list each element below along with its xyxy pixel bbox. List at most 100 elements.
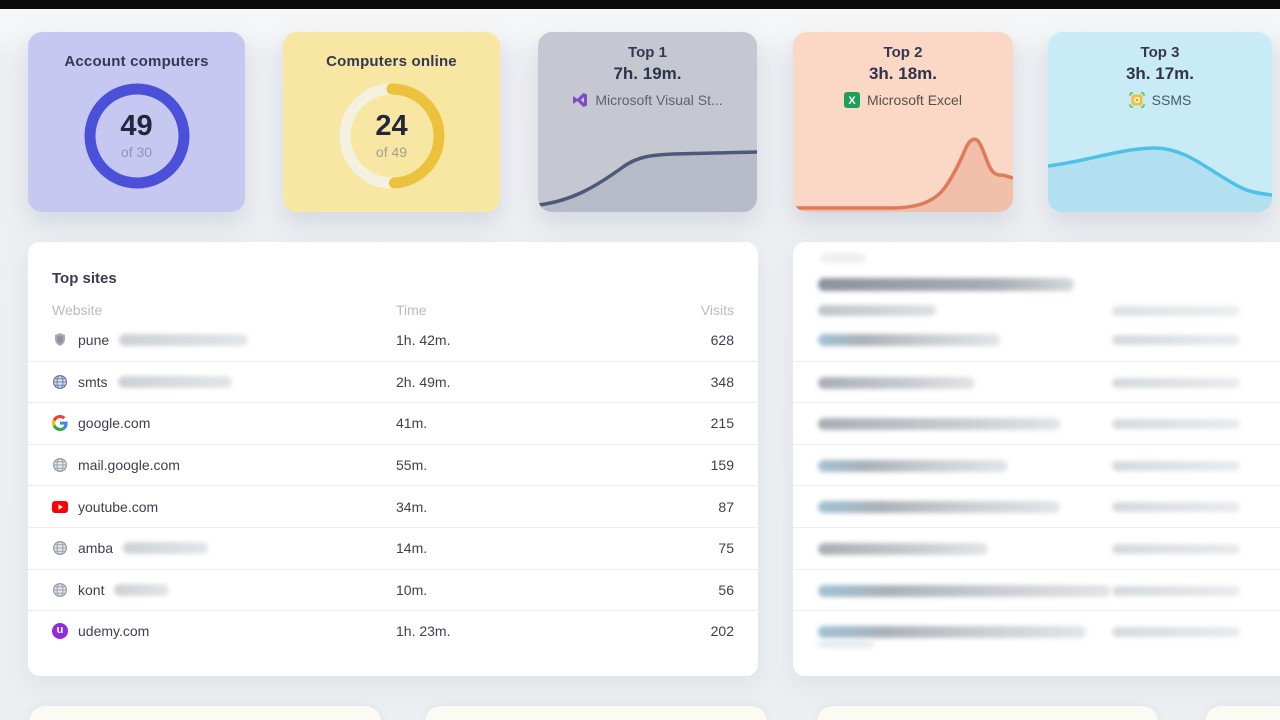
table-row[interactable]: pune 1h. 42m. 628	[28, 319, 758, 361]
site-visits: 87	[718, 498, 734, 515]
site-name: youtube.com	[78, 498, 159, 515]
bottom-card	[29, 706, 381, 720]
top-black-bar	[0, 0, 1280, 9]
bottom-card	[1205, 706, 1280, 720]
top3-app-card[interactable]: Top 3 3h. 17m. SSMS	[1048, 32, 1272, 212]
ssms-icon	[1128, 92, 1145, 108]
top-sites-rows: pune 1h. 42m. 628 smts 2h. 49m. 348	[28, 319, 758, 652]
top1-app-name: Microsoft Visual St...	[595, 92, 723, 108]
top-sites-header-row: Website Time Visits	[28, 302, 758, 322]
top3-time: 3h. 17m.	[1125, 64, 1195, 83]
account-computers-card[interactable]: Account computers 49 of 30	[28, 32, 245, 212]
top-sites-title: Top sites	[52, 270, 117, 287]
table-row[interactable]: smts 2h. 49m. 348	[28, 360, 758, 403]
account-computers-total: of 30	[120, 144, 153, 160]
site-time: 1h. 23m.	[396, 623, 451, 640]
bottom-card	[817, 706, 1158, 720]
redacted-text	[117, 375, 232, 388]
table-row[interactable]: amba 14m. 75	[28, 526, 758, 569]
top3-area-chart	[1048, 146, 1272, 212]
site-time: 1h. 42m.	[396, 331, 451, 348]
table-row[interactable]: mail.google.com 55m. 159	[28, 443, 758, 486]
table-row[interactable]: youtube.com 34m. 87	[28, 485, 758, 527]
site-name: mail.google.com	[78, 457, 180, 474]
redacted-text	[1112, 306, 1240, 316]
globe-favicon-icon	[52, 457, 68, 473]
redacted-row	[793, 485, 1280, 527]
svg-text:X: X	[848, 95, 856, 107]
redacted-panel	[793, 242, 1280, 676]
table-row[interactable]: kont 10m. 56	[28, 568, 758, 611]
redacted-text	[114, 583, 170, 596]
top2-time: 3h. 18m.	[868, 64, 938, 83]
redacted-heading	[818, 278, 1074, 291]
top3-label: Top 3	[1140, 44, 1180, 61]
column-header-time: Time	[396, 302, 427, 318]
youtube-favicon-icon	[52, 499, 68, 515]
column-header-website: Website	[52, 302, 103, 318]
redacted-row	[793, 319, 1280, 361]
redacted-row	[793, 526, 1280, 569]
computers-online-card[interactable]: Computers online 24 of 49	[283, 32, 500, 212]
udemy-favicon-icon: u	[52, 623, 68, 640]
site-visits: 202	[710, 623, 734, 640]
redacted-panel-title	[820, 253, 866, 263]
excel-icon: X	[844, 92, 861, 108]
site-time: 14m.	[396, 540, 428, 557]
redacted-row	[793, 402, 1280, 444]
redacted-row	[793, 610, 1280, 652]
ring-chart-full	[84, 83, 189, 189]
top-sites-panel: Top sites Website Time Visits pune 1h. 4…	[28, 242, 758, 676]
google-favicon-icon	[52, 415, 68, 432]
emblem-favicon-icon	[52, 332, 68, 348]
top3-app-name: SSMS	[1151, 92, 1192, 108]
site-visits: 56	[718, 581, 734, 598]
redacted-text	[119, 333, 249, 346]
site-time: 10m.	[396, 581, 428, 598]
site-visits: 628	[710, 331, 734, 348]
site-name: pune	[78, 331, 110, 348]
top2-app-name: Microsoft Excel	[867, 92, 962, 108]
top2-label: Top 2	[883, 44, 923, 61]
top2-area-chart	[793, 137, 1013, 212]
top2-app-card[interactable]: Top 2 3h. 18m. X Microsoft Excel	[793, 32, 1013, 212]
globe-favicon-icon	[52, 582, 68, 598]
globe-favicon-icon	[52, 374, 68, 390]
computers-online-total: of 49	[375, 144, 408, 160]
site-visits: 348	[710, 373, 734, 390]
site-time: 55m.	[396, 457, 428, 474]
computers-online-count: 24	[375, 110, 408, 142]
site-time: 34m.	[396, 498, 428, 515]
site-name: google.com	[78, 415, 151, 432]
redacted-text	[123, 542, 209, 555]
site-name: kont	[78, 581, 105, 598]
redacted-row	[793, 360, 1280, 403]
account-computers-ring-chart: 49 of 30	[79, 78, 195, 194]
top1-app-card[interactable]: Top 1 7h. 19m. Microsoft Visual St...	[538, 32, 757, 212]
table-row[interactable]: u udemy.com 1h. 23m. 202	[28, 610, 758, 652]
site-time: 2h. 49m.	[396, 373, 451, 390]
card-title: Account computers	[64, 53, 209, 70]
ring-chart-partial	[339, 83, 444, 189]
top1-time: 7h. 19m.	[613, 64, 682, 83]
computers-online-ring-chart: 24 of 49	[334, 78, 450, 194]
account-computers-count: 49	[120, 110, 153, 142]
site-visits: 75	[718, 540, 734, 557]
site-visits: 215	[710, 415, 734, 432]
bottom-card	[425, 706, 767, 720]
site-visits: 159	[710, 457, 734, 474]
visual-studio-icon	[572, 92, 588, 108]
table-row[interactable]: google.com 41m. 215	[28, 402, 758, 444]
redacted-rows	[793, 319, 1280, 652]
redacted-text	[818, 305, 936, 316]
site-name: smts	[78, 373, 108, 390]
redacted-row	[793, 568, 1280, 611]
site-name: udemy.com	[78, 623, 150, 640]
top1-area-chart	[538, 150, 757, 212]
column-header-visits: Visits	[700, 302, 734, 318]
top1-label: Top 1	[628, 44, 667, 61]
site-time: 41m.	[396, 415, 428, 432]
redacted-row	[793, 443, 1280, 486]
card-title: Computers online	[326, 53, 457, 70]
